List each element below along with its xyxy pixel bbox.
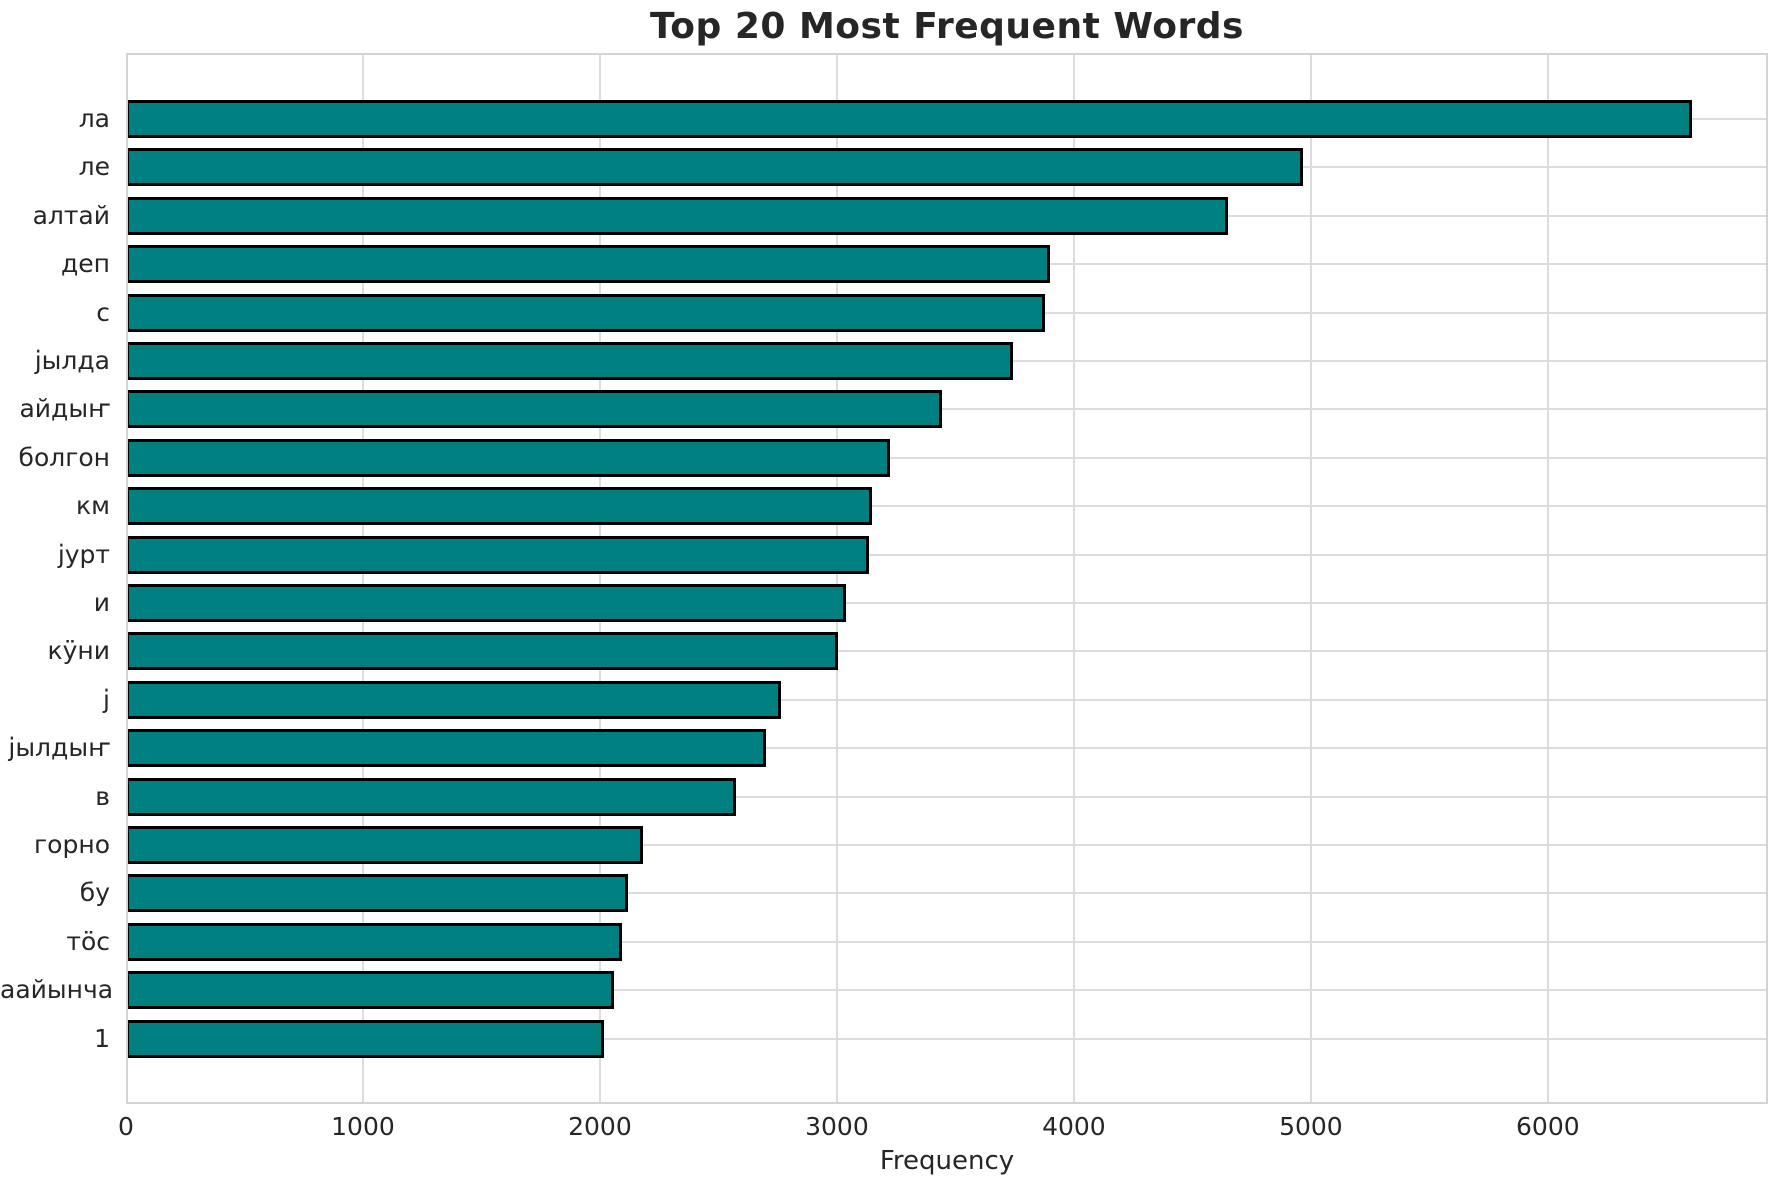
bar-и — [126, 584, 847, 622]
bar-ј — [126, 680, 782, 719]
bar-с — [126, 293, 1046, 332]
vertical-gridline — [1072, 53, 1075, 1104]
y-tick-label: км — [76, 491, 110, 521]
bar-аайынча — [126, 971, 615, 1010]
horizontal-gridline — [126, 553, 1768, 556]
bar-в — [126, 777, 737, 816]
bar-айдыҥ — [126, 390, 943, 429]
horizontal-gridline — [126, 456, 1768, 459]
horizontal-gridline — [126, 408, 1768, 411]
y-tick-label: с — [96, 297, 110, 327]
vertical-gridline — [598, 53, 601, 1104]
horizontal-gridline — [126, 650, 1768, 653]
bar-деп — [126, 245, 1051, 284]
horizontal-gridline — [126, 795, 1768, 798]
horizontal-gridline — [126, 747, 1768, 750]
y-tick-label: болгон — [18, 442, 110, 472]
y-tick-label: јылда — [34, 346, 110, 375]
y-tick-label: горно — [34, 830, 110, 859]
y-tick-label: и — [93, 588, 110, 617]
y-tick-label: в — [95, 781, 110, 811]
bar-алтай — [126, 196, 1228, 235]
bar-бу — [126, 874, 629, 913]
bar-ле — [126, 148, 1303, 187]
y-tick-label: айдыҥ — [19, 394, 110, 424]
y-tick-label: бу — [79, 878, 110, 908]
y-tick-label: тӧс — [66, 926, 110, 956]
x-tick-label: 0 — [118, 1112, 134, 1141]
y-tick-label: ла — [78, 104, 110, 133]
vertical-gridline — [361, 53, 364, 1104]
x-axis-label: Frequency — [879, 1146, 1015, 1176]
bar-горно — [126, 826, 643, 864]
vertical-gridline — [1546, 53, 1549, 1104]
bar-јурт — [126, 535, 869, 574]
horizontal-gridline — [126, 602, 1768, 604]
bar-јылда — [126, 342, 1014, 380]
x-tick-label: 4000 — [1042, 1112, 1106, 1141]
x-tick-label: 5000 — [1279, 1112, 1343, 1141]
plot-area — [126, 53, 1768, 1104]
bar-тӧс — [126, 922, 623, 961]
y-tick-label: деп — [60, 249, 110, 279]
bar-кӱни — [126, 632, 839, 671]
y-tick-label: јурт — [57, 539, 110, 569]
x-tick-label: 1000 — [331, 1112, 395, 1141]
x-tick-label: 6000 — [1516, 1112, 1580, 1141]
horizontal-gridline — [126, 940, 1768, 943]
bar-болгон — [126, 438, 891, 477]
y-tick-label: јылдыҥ — [8, 733, 110, 763]
y-tick-label: алтай — [32, 200, 110, 230]
x-tick-label: 3000 — [805, 1112, 869, 1141]
vertical-gridline — [835, 53, 838, 1104]
y-tick-label: 1 — [94, 1023, 110, 1053]
horizontal-gridline — [126, 892, 1768, 895]
chart-title: Top 20 Most Frequent Words — [650, 6, 1244, 47]
horizontal-gridline — [126, 505, 1768, 508]
bar-1 — [126, 1019, 604, 1058]
horizontal-gridline — [126, 1037, 1768, 1040]
horizontal-gridline — [126, 698, 1768, 701]
y-tick-label: ле — [78, 152, 110, 182]
horizontal-gridline — [126, 844, 1768, 846]
x-tick-label: 2000 — [568, 1112, 632, 1141]
horizontal-gridline — [126, 989, 1768, 992]
y-tick-label: кӱни — [47, 636, 111, 666]
bar-јылдыҥ — [126, 729, 766, 768]
bar-км — [126, 487, 873, 526]
y-tick-label: аайынча — [0, 975, 114, 1005]
y-tick-label: ј — [103, 684, 110, 714]
bar-ла — [126, 100, 1693, 138]
vertical-gridline — [1309, 53, 1312, 1104]
